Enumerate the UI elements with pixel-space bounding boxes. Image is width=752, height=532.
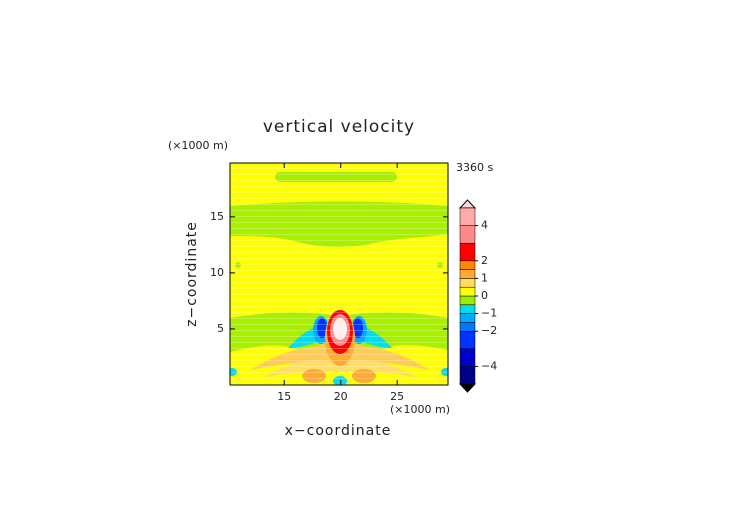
colorbar-band — [459, 269, 476, 279]
colorbar-band — [459, 366, 476, 385]
colorbar-band — [459, 330, 476, 350]
y-unit: (×1000 m) — [168, 139, 228, 152]
x-tick-label: 15 — [277, 390, 291, 403]
x-unit: (×1000 m) — [390, 403, 450, 416]
y-axis-label: z−coordinate — [184, 221, 200, 327]
contour-field — [230, 163, 448, 385]
colorbar-band — [459, 304, 476, 314]
colorbar-band — [459, 286, 476, 297]
colorbar-band — [459, 313, 476, 323]
chart-title: vertical velocity — [263, 117, 415, 137]
colorbar-band — [459, 260, 476, 270]
colorbar-band — [459, 225, 476, 244]
colorbar-max-arrow — [458, 199, 477, 209]
colorbar-tick-label: 4 — [481, 219, 488, 232]
colorbar-tick-label: 0 — [481, 289, 488, 302]
colorbar-min-arrow — [458, 383, 477, 393]
colorbar-band — [459, 242, 476, 262]
colorbar-band — [459, 278, 476, 288]
colorbar-tick-label: −4 — [481, 359, 497, 372]
colorbar-tick-label: −1 — [481, 307, 497, 320]
colorbar-tick-label: −2 — [481, 324, 497, 337]
plot-frame — [229, 162, 449, 386]
x-tick-label: 20 — [334, 390, 348, 403]
colorbar-band — [459, 348, 476, 367]
y-tick-label: 5 — [217, 322, 224, 335]
colorbar-tick-label: 2 — [481, 254, 488, 267]
colorbar-band — [459, 322, 476, 332]
y-tick-label: 15 — [210, 210, 224, 223]
time-label: 3360 s — [456, 161, 493, 174]
colorbar-band — [459, 295, 476, 306]
colorbar-band — [459, 207, 476, 226]
x-tick-label: 25 — [390, 390, 404, 403]
y-tick-label: 10 — [210, 266, 224, 279]
x-axis-label: x−coordinate — [285, 423, 392, 439]
colorbar-tick-label: 1 — [481, 271, 488, 284]
